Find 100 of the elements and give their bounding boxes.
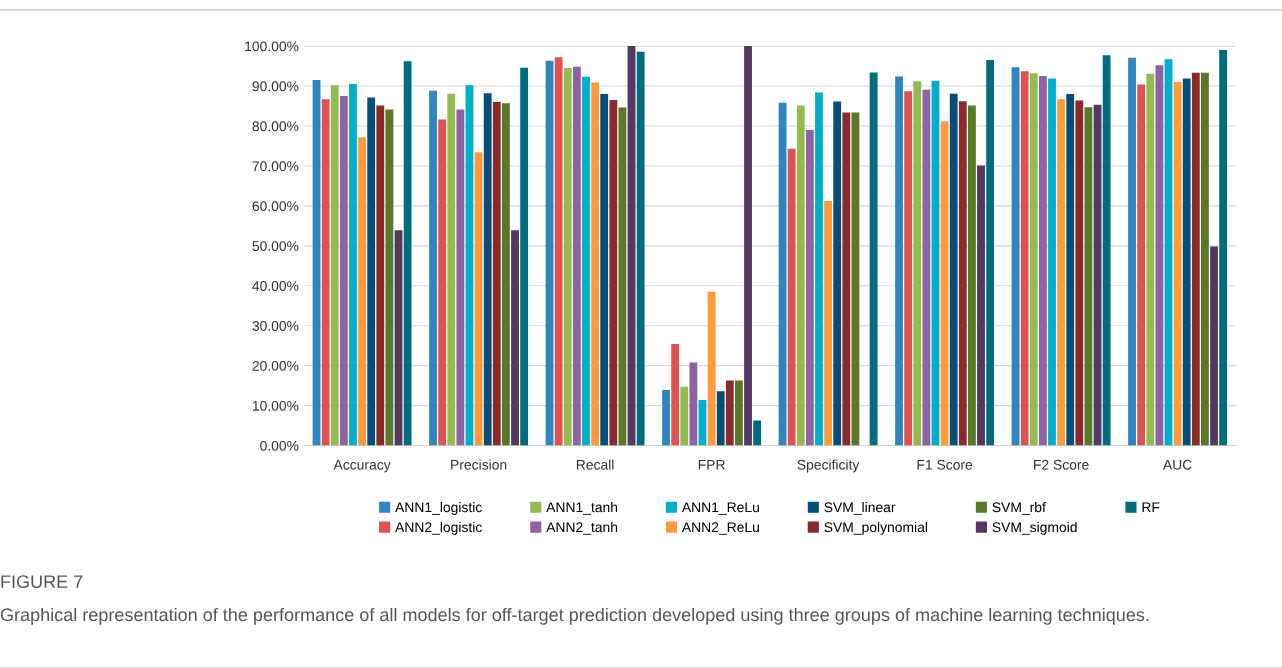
bar [796,105,805,446]
bar [707,291,716,446]
bar [429,90,437,446]
bar [349,84,357,446]
bar [904,91,913,446]
bar [438,119,447,446]
bar [600,94,609,446]
bar [833,101,842,446]
bar [385,109,394,446]
y-tick-label: 20.00% [252,361,299,371]
bar [787,148,796,446]
legend-label: ANN2_ReLu [681,522,759,535]
legend-label: SVM_sigmoid [992,521,1077,535]
x-tick-label: Precision [451,459,507,470]
legend-label: ANN2_tanh [546,521,618,535]
bar [1048,78,1056,446]
bar [725,380,734,446]
bar [662,390,670,446]
legend-label: RF [1142,502,1160,513]
legend-label: SVM_polynomial [824,521,928,535]
bar [1182,78,1191,446]
bar [815,92,823,446]
bar [376,105,385,446]
bar [456,109,465,446]
x-tick-label: F1 Score [917,459,973,470]
bar [689,362,698,446]
y-tick-label: 70.00% [252,161,299,172]
bar [1155,65,1164,446]
x-tick-label: Recall [576,459,614,470]
bar [744,46,752,446]
x-tick-label: Accuracy [333,459,391,473]
text: Graphical representation of the performance of all models for off-target prediction developed using three groups of machine learning techniques. [0,607,1149,625]
bar [554,57,563,446]
bar [609,100,618,446]
bar [1102,55,1111,446]
x-tick-label: Specificity [797,459,860,473]
y-tick-label: 100.00% [245,41,299,52]
bar [1173,82,1182,446]
bar [483,93,492,446]
bar [805,129,814,446]
bar [824,201,833,446]
legend-label: ANN1_ReLu [681,502,759,515]
bar [958,101,967,446]
x-tick-label: AUC [1162,459,1192,470]
legend-label: SVM_linear [824,502,896,515]
y-tick-label: 60.00% [252,201,299,212]
y-tick-label: 0.00% [260,440,299,451]
bar [842,112,851,446]
y-tick-label: 30.00% [252,321,299,331]
caption: FIGURE 7 [1,575,83,589]
bar [913,81,922,446]
bar [949,93,958,446]
bar [572,66,581,446]
y-tick-label: 40.00% [252,281,299,291]
bar [367,97,376,446]
bar [1066,94,1075,446]
bar [636,51,645,446]
bar [753,420,762,446]
bar [618,107,627,446]
bar [474,152,483,446]
y-tick-label: 50.00% [252,241,299,251]
bar [671,344,680,446]
bar [895,76,903,446]
bar [940,121,949,446]
bar [447,93,456,446]
bar [977,165,985,446]
bar [1128,57,1136,446]
bar [339,96,348,446]
legend-label: SVM_rbf [992,502,1046,515]
bar [1146,73,1155,446]
bar [1201,72,1209,446]
legend-label: ANN1_logistic [395,502,482,515]
y-tick-label: 80.00% [252,121,299,132]
bar [1210,246,1218,446]
bar [1038,76,1047,446]
legend-label: ANN2_logistic [395,521,482,535]
bar [1029,73,1038,446]
bar [591,82,599,446]
bar [321,99,330,446]
bar [403,61,412,446]
bar [1020,71,1029,446]
bar [563,68,572,446]
bar [511,230,519,446]
bar [968,105,976,446]
bar [986,60,995,446]
bar [680,386,689,446]
bar [1075,100,1084,446]
bar [922,89,931,446]
bar [520,67,529,446]
bar [1219,50,1228,446]
bar [869,72,878,446]
bar [358,137,366,446]
bar [1137,84,1146,446]
bar [735,380,743,446]
bar [330,85,339,446]
bar [492,102,501,446]
bar [582,76,590,446]
x-tick-label: F2 Score [1034,459,1089,470]
bar [716,391,725,446]
y-tick-label: 90.00% [252,81,299,92]
